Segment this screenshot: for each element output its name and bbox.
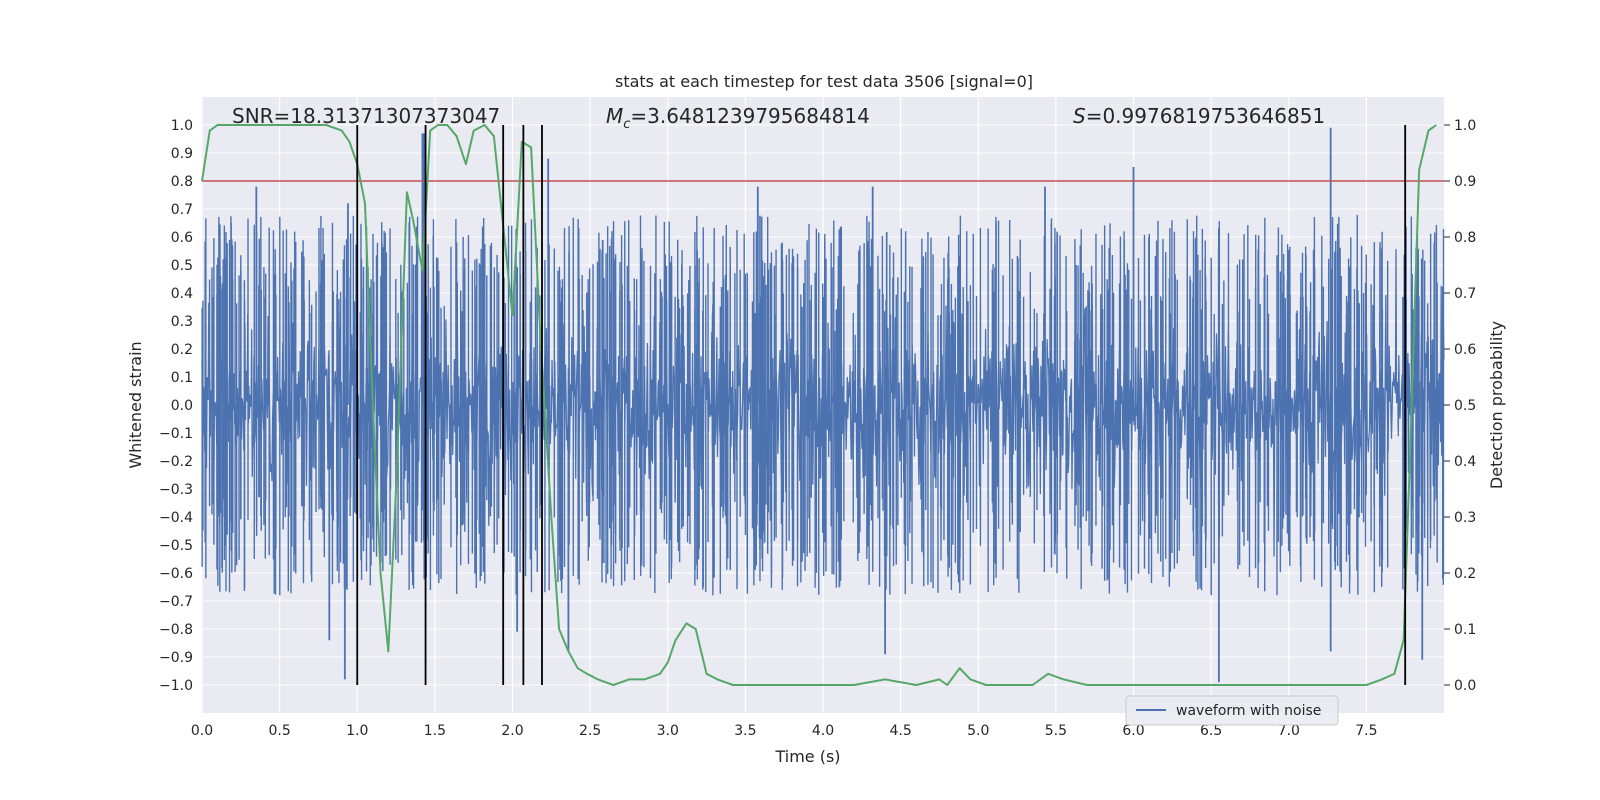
y-left-tick-label: −0.4: [159, 510, 193, 526]
s-symbol: S: [1073, 104, 1086, 128]
y-left-tick-label: 0.8: [171, 174, 193, 190]
s-annotation: S=0.9976819753646851: [1073, 104, 1325, 128]
chirp-mass-subscript: c: [623, 117, 630, 132]
y-right-tick-label: 0.4: [1454, 454, 1476, 470]
y-left-tick-label: −0.3: [159, 482, 193, 498]
x-tick-label: 3.0: [657, 723, 679, 739]
y-axis-left: 1.0 0.9 0.8 0.7 0.6 0.5 0.4 0.3 0.2 0.1 0.0 −0.1 −0.…: [159, 118, 193, 694]
y-left-tick-label: −0.5: [159, 538, 193, 554]
x-tick-label: 0.5: [268, 723, 290, 739]
x-tick-label: 7.0: [1278, 723, 1300, 739]
y-axis-left-title: Whitened strain: [126, 341, 145, 468]
x-axis: 0.0 0.5 1.0 1.5 2.0 2.5 3.0 3.5 4.0 4.5 5.0 5.5 6.0 6…: [191, 723, 1378, 739]
s-value: =0.9976819753646851: [1086, 104, 1325, 128]
legend: waveform with noise: [1125, 695, 1339, 726]
y-axis-right: 1.0 0.9 0.8 0.7 0.6 0.5 0.4 0.3 0.2 0.1 0.0: [1444, 118, 1476, 694]
y-left-tick-label: 0.1: [171, 370, 193, 386]
x-tick-label: 5.0: [967, 723, 989, 739]
y-right-tick-label: 1.0: [1454, 118, 1476, 134]
x-tick-label: 1.5: [424, 723, 446, 739]
chirp-mass-value: =3.6481239795684814: [630, 104, 869, 128]
x-tick-label: 1.0: [346, 723, 368, 739]
y-left-tick-label: −0.7: [159, 594, 193, 610]
x-tick-label: 7.5: [1355, 723, 1377, 739]
x-tick-label: 5.5: [1045, 723, 1067, 739]
chart-title: stats at each timestep for test data 350…: [615, 72, 1033, 91]
y-left-tick-label: 0.0: [171, 398, 193, 414]
y-left-tick-label: 0.2: [171, 342, 193, 358]
legend-label: waveform with noise: [1176, 703, 1321, 719]
x-tick-label: 0.0: [191, 723, 213, 739]
y-left-tick-label: −0.8: [159, 622, 193, 638]
y-left-tick-label: 0.4: [171, 286, 193, 302]
y-left-tick-label: 1.0: [171, 118, 193, 134]
x-tick-label: 2.5: [579, 723, 601, 739]
y-left-tick-label: 0.3: [171, 314, 193, 330]
x-tick-label: 4.5: [889, 723, 911, 739]
chirp-mass-symbol: M: [606, 104, 623, 128]
y-left-tick-label: −0.2: [159, 454, 193, 470]
y-left-tick-label: 0.5: [171, 258, 193, 274]
y-right-tick-label: 0.8: [1454, 230, 1476, 246]
chirp-mass-annotation: Mc=3.6481239795684814: [606, 104, 870, 132]
y-right-tick-label: 0.9: [1454, 174, 1476, 190]
y-right-tick-label: 0.7: [1454, 286, 1476, 302]
y-right-tick-label: 0.6: [1454, 342, 1476, 358]
x-axis-title: Time (s): [774, 747, 840, 766]
probability-series: [201, 124, 1437, 686]
x-tick-label: 2.0: [501, 723, 523, 739]
y-right-tick-label: 0.1: [1454, 622, 1476, 638]
y-right-tick-label: 0.2: [1454, 566, 1476, 582]
x-tick-label: 6.5: [1200, 723, 1222, 739]
y-axis-right-title: Detection probability: [1487, 321, 1506, 489]
y-right-tick-label: 0.5: [1454, 398, 1476, 414]
y-left-tick-label: −0.6: [159, 566, 193, 582]
x-tick-label: 6.0: [1122, 723, 1144, 739]
y-left-tick-label: 0.9: [171, 146, 193, 162]
x-tick-label: 3.5: [734, 723, 756, 739]
probability-line: [201, 124, 1437, 686]
y-right-tick-label: 0.3: [1454, 510, 1476, 526]
y-right-tick-label: 0.0: [1454, 678, 1476, 694]
y-left-tick-label: 0.6: [171, 230, 193, 246]
y-left-tick-label: −0.1: [159, 426, 193, 442]
y-left-tick-label: −0.9: [159, 650, 193, 666]
legend-box: [1125, 695, 1339, 726]
x-tick-label: 4.0: [812, 723, 834, 739]
y-left-tick-label: 0.7: [171, 202, 193, 218]
snr-annotation: SNR=18.31371307373047: [232, 104, 500, 128]
vertical-markers: [356, 125, 1407, 685]
y-left-tick-label: −1.0: [159, 678, 193, 694]
